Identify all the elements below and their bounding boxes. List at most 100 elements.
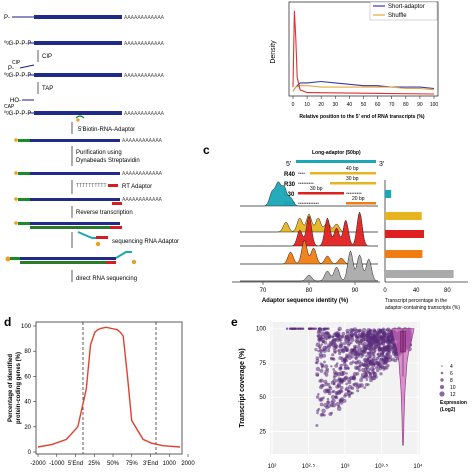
scatter-point [324, 337, 328, 341]
scatter-point [353, 382, 358, 387]
scatter-point [368, 354, 372, 359]
scatter-point [335, 384, 340, 389]
scatter-point [320, 331, 325, 336]
panel-e-label: e [231, 315, 238, 329]
panel-b-density-plot: Short-adaptor Shuffle 0 10 20 30 40 50 60 70 80 9… [270, 1, 439, 120]
scatter-point [328, 334, 332, 339]
scatter-point [334, 364, 339, 368]
scatter-point [372, 373, 377, 378]
scatter-point [320, 363, 325, 368]
scatter-point [338, 351, 342, 355]
panel-c-bar-xlabel-1: Transcript percentage in the [385, 298, 447, 304]
panel-b-series-0 [292, 80, 435, 92]
scatter-point [360, 375, 365, 380]
panel-b-series-1 [292, 85, 435, 92]
panel-d-xtick: 50% [107, 461, 120, 467]
scatter-point [348, 351, 353, 357]
panel-b-xtick: 70 [389, 102, 395, 108]
step-tap: TAP [42, 86, 53, 92]
molecule-label-1: P- [4, 15, 10, 21]
scatter-point [391, 357, 395, 362]
panel-c-bar [385, 270, 454, 278]
scatter-point [359, 364, 362, 368]
scatter-point [346, 331, 350, 335]
scatter-point [285, 327, 289, 330]
panel-d-ytick: 100 [21, 324, 32, 330]
scatter-point [322, 348, 326, 352]
panel-e-xtick: 10³ [341, 464, 350, 470]
scatter-point [315, 424, 319, 427]
legend-size-label: 4 [450, 364, 453, 370]
scatter-point [356, 359, 361, 364]
panel-b-xtick: 80 [403, 102, 409, 108]
scatter-point [379, 328, 384, 334]
ridge-l30 [240, 211, 378, 247]
legend-size-label: 8 [450, 378, 453, 384]
panel-b-series [292, 10, 435, 95]
svg-text:HO-: HO- [10, 98, 21, 104]
svg-text:TTTTTTTTTT: TTTTTTTTTT [76, 183, 107, 189]
panel-c-xtick: 80 [306, 288, 313, 294]
scatter-point [326, 397, 330, 401]
scatter-point [346, 341, 350, 345]
scatter-point [377, 333, 383, 339]
scatter-point [382, 340, 386, 344]
panel-d-xtick: 1000 [163, 461, 177, 467]
scatter-point [357, 343, 361, 347]
scatter-point [313, 327, 316, 330]
scatter-point [323, 402, 328, 408]
scatter-point [387, 348, 392, 352]
row-r30: R30 [284, 182, 296, 188]
scatter-point [390, 333, 394, 337]
scatter-point [363, 374, 367, 378]
panel-b-xticks: 0 10 20 30 40 50 60 70 80 90 100 [292, 96, 438, 108]
scatter-point [332, 346, 337, 350]
scatter-point [374, 366, 378, 370]
scatter-point [339, 363, 343, 368]
scatter-point [364, 347, 368, 351]
scatter-point [339, 400, 344, 405]
panel-d-xtick: -1000 [49, 461, 65, 467]
step-cip: CIP [42, 54, 52, 60]
panel-d-coverage-plot: 0 20 40 60 80 100 -2000 -1000 5'End 25% 50% 75% 3'E… [8, 321, 195, 467]
scatter-point [318, 354, 324, 359]
panel-e-xtick: 10⁴ [413, 463, 423, 470]
scatter-point [356, 389, 360, 393]
panel-c-bar-xlabel-2: adaptor-containing transcripts (%) [385, 305, 460, 311]
scatter-point [366, 337, 371, 342]
scatter-point [330, 403, 334, 408]
ridge-r40 [240, 181, 378, 207]
scatter-point [335, 362, 339, 365]
scatter-point [362, 357, 368, 363]
scatter-point [331, 390, 334, 394]
scatter-point [314, 327, 318, 330]
scatter-point [334, 395, 338, 398]
scatter-point [371, 341, 376, 346]
scatter-point [355, 339, 361, 345]
ridge-r20 [240, 239, 378, 265]
scatter-point [361, 367, 366, 373]
scatter-point [345, 355, 348, 359]
scatter-point [347, 384, 353, 390]
panel-c-bars: 0 40 80 Transcript percentage in the adapt… [383, 180, 468, 311]
scatter-point [345, 372, 348, 375]
scatter-point [329, 342, 333, 347]
scatter-point [319, 327, 322, 330]
panel-d-xtick: 2000 [181, 461, 195, 467]
scatter-point [332, 375, 336, 379]
scatter-point [317, 349, 320, 353]
scatter-point [319, 402, 324, 407]
panel-c-bar [385, 190, 392, 198]
panel-c-xlabel: Adaptor sequence identity (%) [262, 298, 348, 304]
scatter-point [361, 343, 365, 346]
scatter-point [360, 352, 364, 356]
scatter-point [330, 380, 335, 385]
scatter-point [386, 332, 392, 337]
panel-b-ylabel: Density [270, 40, 277, 64]
panel-d-curve [37, 326, 181, 448]
scatter-point [323, 360, 326, 364]
scatter-point [322, 353, 327, 358]
panel-d-ylabel-1: Percentage of identified [8, 354, 14, 422]
scatter-point [384, 365, 389, 370]
